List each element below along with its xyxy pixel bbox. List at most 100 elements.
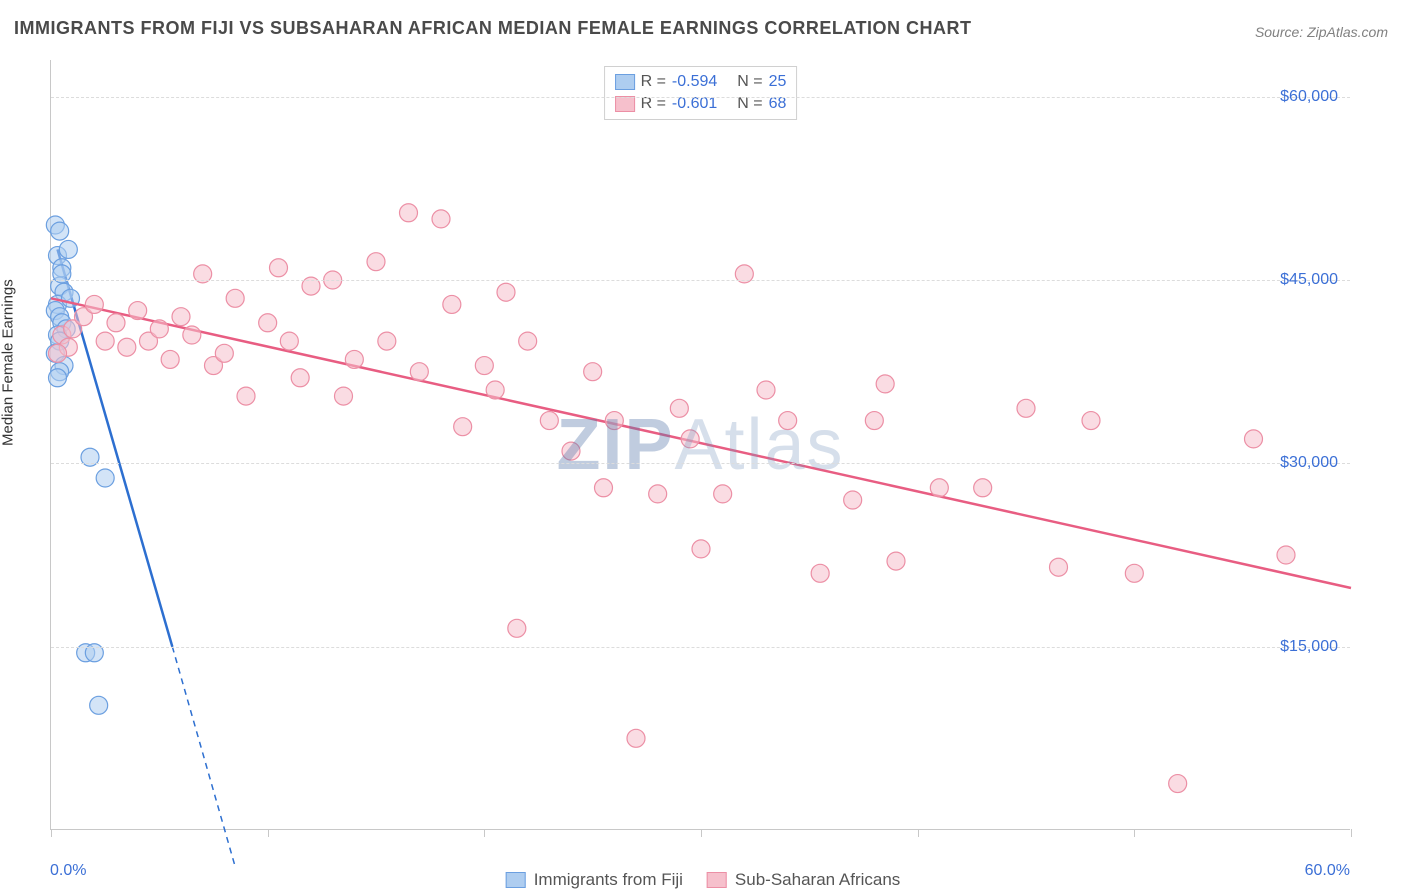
data-point	[1245, 430, 1263, 448]
data-point	[876, 375, 894, 393]
data-point	[378, 332, 396, 350]
data-point	[1050, 558, 1068, 576]
data-point	[1125, 564, 1143, 582]
data-point	[118, 338, 136, 356]
data-point	[90, 696, 108, 714]
data-point	[85, 295, 103, 313]
legend-r-value: -0.601	[672, 95, 717, 113]
data-point	[670, 399, 688, 417]
data-point	[129, 302, 147, 320]
data-point	[291, 369, 309, 387]
legend-swatch	[506, 872, 526, 888]
data-point	[215, 344, 233, 362]
chart-svg	[51, 60, 1350, 829]
data-point	[443, 295, 461, 313]
data-point	[49, 369, 67, 387]
x-tick	[701, 829, 702, 837]
data-point	[51, 222, 69, 240]
data-point	[49, 344, 67, 362]
legend-item: Sub-Saharan Africans	[707, 870, 900, 890]
data-point	[172, 308, 190, 326]
data-point	[887, 552, 905, 570]
data-point	[811, 564, 829, 582]
data-point	[107, 314, 125, 332]
y-axis-label: Median Female Earnings	[0, 279, 17, 446]
data-point	[627, 729, 645, 747]
data-point	[400, 204, 418, 222]
data-point	[454, 418, 472, 436]
x-tick	[268, 829, 269, 837]
data-point	[259, 314, 277, 332]
legend-n-value: 68	[769, 95, 787, 113]
data-point	[486, 381, 504, 399]
data-point	[96, 469, 114, 487]
legend-swatch	[615, 96, 635, 112]
gridline	[51, 280, 1350, 281]
data-point	[562, 442, 580, 460]
legend-swatch	[615, 74, 635, 90]
x-axis-max-label: 60.0%	[1305, 862, 1350, 880]
legend-item: Immigrants from Fiji	[506, 870, 683, 890]
data-point	[161, 350, 179, 368]
data-point	[270, 259, 288, 277]
plot-area: ZIPAtlas R = -0.594N = 25R = -0.601N = 6…	[50, 60, 1350, 830]
data-point	[1017, 399, 1035, 417]
data-point	[345, 350, 363, 368]
y-tick-label: $60,000	[1280, 88, 1338, 106]
legend-n-label: N =	[737, 95, 762, 113]
data-point	[367, 253, 385, 271]
y-tick-label: $30,000	[1280, 454, 1338, 472]
gridline	[51, 647, 1350, 648]
gridline	[51, 97, 1350, 98]
data-point	[930, 479, 948, 497]
regression-extrapolation	[172, 647, 235, 867]
legend-correlation: R = -0.594 N = 25 R = -0.601 N = 68	[604, 66, 798, 120]
legend-label: Immigrants from Fiji	[534, 870, 683, 890]
x-tick	[918, 829, 919, 837]
data-point	[757, 381, 775, 399]
data-point	[714, 485, 732, 503]
data-point	[1277, 546, 1295, 564]
data-point	[595, 479, 613, 497]
legend-n-value: 25	[769, 73, 787, 91]
legend-r-label: R =	[641, 95, 666, 113]
data-point	[280, 332, 298, 350]
data-point	[1082, 412, 1100, 430]
x-tick	[484, 829, 485, 837]
data-point	[335, 387, 353, 405]
legend-row: R = -0.594 N = 25	[615, 71, 787, 93]
data-point	[497, 283, 515, 301]
y-tick-label: $15,000	[1280, 638, 1338, 656]
data-point	[410, 363, 428, 381]
x-tick	[51, 829, 52, 837]
data-point	[681, 430, 699, 448]
legend-r-value: -0.594	[672, 73, 717, 91]
data-point	[584, 363, 602, 381]
legend-r-label: R =	[641, 73, 666, 91]
x-axis-min-label: 0.0%	[50, 862, 86, 880]
data-point	[508, 619, 526, 637]
y-tick-label: $45,000	[1280, 271, 1338, 289]
legend-n-label: N =	[737, 73, 762, 91]
data-point	[540, 412, 558, 430]
data-point	[226, 289, 244, 307]
data-point	[649, 485, 667, 503]
legend-swatch	[707, 872, 727, 888]
data-point	[974, 479, 992, 497]
legend-label: Sub-Saharan Africans	[735, 870, 900, 890]
data-point	[96, 332, 114, 350]
data-point	[844, 491, 862, 509]
data-point	[865, 412, 883, 430]
data-point	[692, 540, 710, 558]
data-point	[150, 320, 168, 338]
data-point	[183, 326, 201, 344]
data-point	[59, 240, 77, 258]
data-point	[779, 412, 797, 430]
data-point	[432, 210, 450, 228]
data-point	[237, 387, 255, 405]
gridline	[51, 463, 1350, 464]
regression-line	[58, 249, 173, 646]
data-point	[475, 357, 493, 375]
x-tick	[1134, 829, 1135, 837]
data-point	[605, 412, 623, 430]
